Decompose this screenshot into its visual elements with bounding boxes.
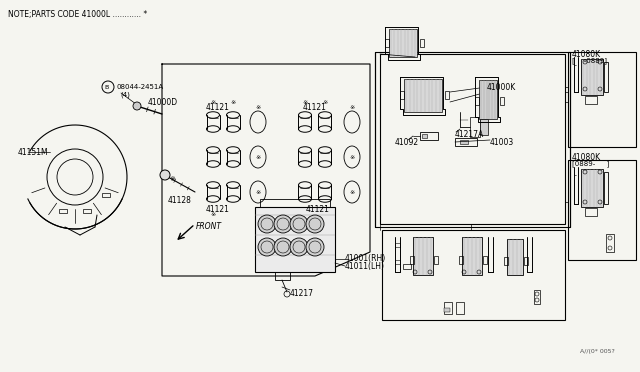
- Circle shape: [133, 102, 141, 110]
- Bar: [500, 97, 504, 105]
- Bar: [395, 260, 400, 264]
- Bar: [585, 208, 597, 216]
- Bar: [275, 272, 290, 280]
- Bar: [459, 256, 463, 264]
- Bar: [524, 257, 528, 265]
- Text: 41000K: 41000K: [487, 83, 516, 92]
- Text: 41001(RH): 41001(RH): [345, 254, 387, 263]
- Bar: [534, 290, 540, 304]
- Circle shape: [290, 215, 308, 233]
- Text: ※: ※: [211, 99, 216, 105]
- Text: 41121: 41121: [206, 205, 230, 214]
- Text: ※: ※: [349, 105, 355, 109]
- Text: 41151M: 41151M: [18, 148, 49, 157]
- Bar: [444, 302, 452, 314]
- Text: ※: ※: [230, 99, 236, 105]
- Bar: [413, 237, 433, 275]
- Text: ※: ※: [323, 99, 328, 105]
- Bar: [434, 256, 438, 264]
- Text: 41217: 41217: [290, 289, 314, 298]
- Text: [0889-     ]: [0889- ]: [572, 161, 609, 167]
- Bar: [460, 140, 468, 144]
- Bar: [400, 91, 404, 99]
- Text: A//(0* 005?: A//(0* 005?: [580, 350, 615, 355]
- Bar: [479, 80, 497, 119]
- Bar: [456, 302, 464, 314]
- Bar: [260, 199, 330, 207]
- Bar: [604, 172, 608, 204]
- Bar: [375, 52, 570, 227]
- Bar: [102, 193, 110, 197]
- Text: 41092: 41092: [395, 138, 419, 147]
- Bar: [395, 243, 400, 247]
- Bar: [420, 39, 424, 47]
- Bar: [420, 132, 438, 140]
- Bar: [507, 239, 523, 275]
- Text: ※: ※: [255, 154, 260, 160]
- Text: FRONT: FRONT: [196, 221, 222, 231]
- Text: 41121: 41121: [303, 103, 327, 112]
- Bar: [462, 237, 482, 275]
- Text: ※: ※: [169, 176, 175, 182]
- Text: (4): (4): [120, 92, 130, 98]
- Bar: [455, 138, 477, 146]
- Circle shape: [290, 238, 308, 256]
- Text: ※: ※: [211, 212, 216, 217]
- Bar: [410, 256, 414, 264]
- Text: ※: ※: [302, 99, 308, 105]
- Bar: [475, 97, 479, 105]
- Bar: [585, 96, 597, 104]
- Text: 41128: 41128: [168, 196, 192, 205]
- Bar: [606, 234, 614, 252]
- Bar: [389, 29, 417, 57]
- Text: ※: ※: [255, 189, 260, 195]
- Text: 08044-2451A: 08044-2451A: [116, 84, 163, 90]
- Text: 41000D: 41000D: [148, 97, 178, 106]
- Text: 41217A: 41217A: [455, 129, 484, 138]
- Bar: [504, 257, 508, 265]
- Bar: [255, 207, 335, 272]
- Circle shape: [258, 238, 276, 256]
- Bar: [604, 62, 608, 92]
- Text: 41121: 41121: [306, 205, 330, 214]
- Bar: [422, 134, 427, 138]
- Text: ※: ※: [349, 189, 355, 195]
- Bar: [581, 169, 603, 207]
- Text: 41011(LH): 41011(LH): [345, 262, 385, 270]
- Bar: [385, 39, 389, 47]
- Bar: [404, 79, 442, 112]
- Circle shape: [258, 215, 276, 233]
- Circle shape: [160, 170, 170, 180]
- Text: B: B: [104, 84, 108, 90]
- Text: NOTE;PARTS CODE 41000L ............ *: NOTE;PARTS CODE 41000L ............ *: [8, 10, 147, 19]
- Circle shape: [306, 215, 324, 233]
- Bar: [480, 119, 488, 135]
- Text: ※: ※: [255, 105, 260, 109]
- Bar: [59, 209, 67, 213]
- Bar: [83, 209, 92, 213]
- Text: ※: ※: [349, 154, 355, 160]
- Circle shape: [274, 215, 292, 233]
- Circle shape: [306, 238, 324, 256]
- Bar: [445, 91, 449, 99]
- Bar: [380, 54, 565, 224]
- Bar: [403, 264, 411, 269]
- Text: 41121: 41121: [206, 103, 230, 112]
- Text: 41080K: 41080K: [572, 153, 601, 161]
- Circle shape: [274, 238, 292, 256]
- Text: 41003: 41003: [490, 138, 515, 147]
- Text: 41080K: 41080K: [572, 49, 601, 58]
- Bar: [483, 256, 487, 264]
- Text: [    -0889]: [ -0889]: [572, 58, 607, 64]
- Bar: [444, 308, 450, 312]
- Bar: [382, 230, 565, 320]
- Bar: [581, 59, 603, 95]
- Bar: [568, 160, 636, 260]
- Bar: [568, 52, 636, 147]
- Bar: [470, 117, 480, 137]
